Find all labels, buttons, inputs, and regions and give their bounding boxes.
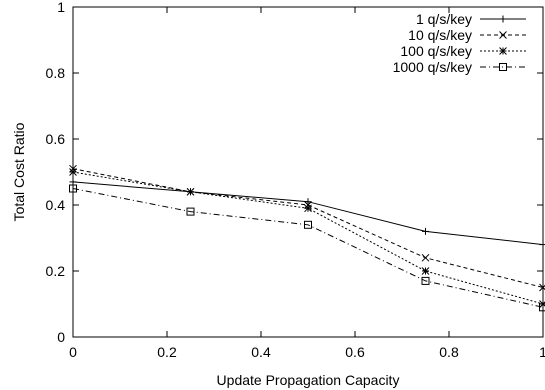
data-point bbox=[304, 220, 312, 229]
x-tick-label: 0 bbox=[69, 344, 77, 360]
y-tick-label: 0.4 bbox=[46, 197, 66, 213]
y-tick-label: 0.8 bbox=[46, 65, 66, 81]
data-point bbox=[422, 227, 429, 235]
series-line bbox=[72, 181, 544, 246]
legend-entry: 10 q/s/key bbox=[408, 27, 526, 43]
data-point bbox=[539, 283, 545, 292]
legend-entry: 1000 q/s/key bbox=[393, 59, 526, 75]
legend-marker bbox=[499, 15, 507, 23]
data-point bbox=[304, 198, 312, 206]
y-tick-label: 0 bbox=[57, 329, 65, 345]
legend-label: 10 q/s/key bbox=[408, 27, 472, 43]
series-3 bbox=[69, 168, 545, 308]
legend-marker bbox=[499, 47, 507, 55]
data-point bbox=[539, 241, 545, 249]
x-tick-label: 0.6 bbox=[345, 344, 365, 360]
data-point bbox=[186, 207, 195, 216]
series-line bbox=[72, 188, 544, 308]
data-point bbox=[421, 276, 430, 285]
data-point bbox=[186, 187, 195, 196]
data-point bbox=[69, 184, 77, 193]
y-axis-label: Total Cost Ratio bbox=[11, 122, 27, 221]
data-point bbox=[421, 253, 430, 262]
x-tick-label: 0.8 bbox=[439, 344, 459, 360]
y-tick-label: 0.2 bbox=[46, 263, 66, 279]
y-tick-label: 1 bbox=[57, 0, 65, 15]
legend-marker bbox=[499, 31, 507, 39]
legend-label: 1000 q/s/key bbox=[393, 59, 472, 75]
x-axis-label: Update Propagation Capacity bbox=[217, 372, 400, 388]
legend-label: 100 q/s/key bbox=[400, 43, 472, 59]
data-point bbox=[539, 303, 545, 312]
series-1 bbox=[69, 178, 545, 249]
legend-entry: 100 q/s/key bbox=[400, 43, 526, 59]
data-point bbox=[304, 204, 312, 213]
plot-border bbox=[72, 6, 544, 338]
y-tick-label: 0.6 bbox=[46, 131, 66, 147]
axis-ticks: 0 0.2 0.4 0.6 0.8 1 0 0.2 0.4 0.6 0.8 1 bbox=[46, 0, 545, 360]
data-point bbox=[69, 168, 77, 176]
series-line bbox=[72, 171, 544, 305]
plot-frame bbox=[72, 6, 544, 338]
legend-label: 1 q/s/key bbox=[416, 11, 472, 27]
series-4 bbox=[69, 184, 545, 312]
legend-entry: 1 q/s/key bbox=[416, 11, 526, 27]
data-point bbox=[69, 178, 77, 186]
legend-marker bbox=[499, 63, 507, 71]
x-tick-label: 0.4 bbox=[251, 344, 271, 360]
x-tick-label: 0.2 bbox=[157, 344, 177, 360]
series-layer bbox=[69, 164, 545, 312]
data-point bbox=[421, 267, 430, 275]
x-tick-label: 1 bbox=[539, 344, 545, 360]
series-line bbox=[72, 168, 544, 288]
